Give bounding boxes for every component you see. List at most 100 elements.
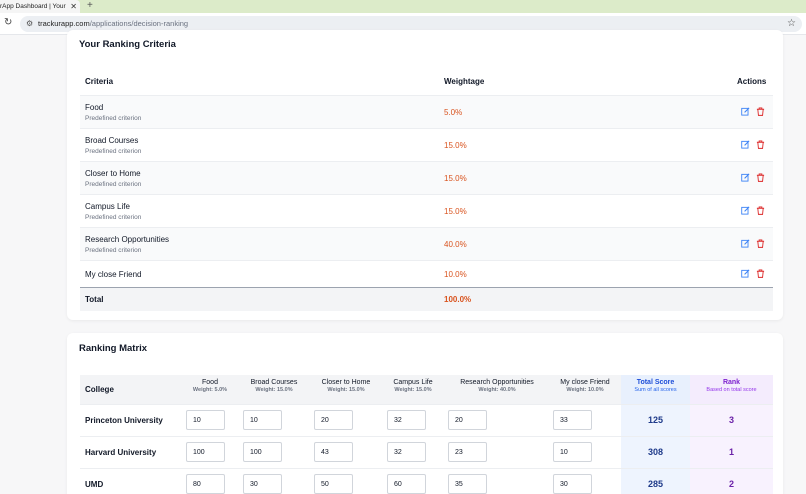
- rank-title: Rank: [722, 379, 741, 386]
- criterion-type: Predefined criterion: [85, 181, 142, 188]
- score-input-close-friend[interactable]: [553, 474, 592, 494]
- column-name: Food: [202, 379, 218, 386]
- score-input-closer-to-home[interactable]: [314, 474, 353, 494]
- delete-icon[interactable]: [756, 173, 765, 182]
- criteria-row: Closer to Home Predefined criterion 15.0…: [80, 161, 773, 194]
- rank-cell: [690, 437, 773, 469]
- criteria-table-header: Criteria Weightage Actions: [80, 71, 773, 95]
- college-name: Princeton University: [85, 416, 163, 425]
- column-name: Closer to Home: [321, 379, 371, 386]
- criteria-header: Criteria: [85, 77, 114, 86]
- close-tab-icon[interactable]: ✕: [70, 2, 77, 11]
- score-input-food[interactable]: [186, 410, 225, 430]
- tab-title: rApp Dashboard | Your C: [0, 3, 67, 10]
- ranking-matrix-card: Ranking Matrix College Food Weight: 5.0%…: [67, 333, 783, 494]
- matrix-column-header: Campus Life Weight: 15.0%: [380, 379, 446, 393]
- delete-icon[interactable]: [756, 206, 765, 215]
- criterion-name: Campus Life: [85, 202, 130, 211]
- matrix-row: Princeton University 125 3: [80, 404, 773, 437]
- criterion-type: Predefined criterion: [85, 148, 142, 155]
- criteria-row: Campus Life Predefined criterion 15.0%: [80, 194, 773, 227]
- score-input-closer-to-home[interactable]: [314, 442, 353, 462]
- criterion-name: Broad Courses: [85, 136, 139, 145]
- ranking-criteria-card: Your Ranking Criteria Criteria Weightage…: [67, 30, 783, 320]
- total-score-title: Total Score: [636, 379, 675, 386]
- criterion-type: Predefined criterion: [85, 214, 142, 221]
- matrix-header-row: College Food Weight: 5.0% Broad Courses …: [80, 375, 773, 404]
- criterion-weight: 10.0%: [444, 270, 467, 279]
- url-text: trackurapp.com/applications/decision-ran…: [38, 16, 188, 32]
- rank-value: 2: [728, 479, 734, 489]
- rank-header: Rank Based on total score: [690, 379, 773, 393]
- rank-subtitle: Based on total score: [706, 387, 757, 393]
- criteria-section-title: Your Ranking Criteria: [79, 39, 176, 50]
- column-weight: Weight: 5.0%: [192, 387, 228, 393]
- total-score-subtitle: Sum of all scores: [634, 387, 677, 393]
- edit-icon[interactable]: [741, 206, 750, 215]
- score-input-broad-courses[interactable]: [243, 474, 282, 494]
- score-input-research[interactable]: [448, 410, 487, 430]
- column-weight: Weight: 15.0%: [327, 387, 365, 393]
- criteria-row: My close Friend 10.0%: [80, 260, 773, 287]
- score-input-food[interactable]: [186, 474, 225, 494]
- total-score-cell: [621, 405, 690, 437]
- delete-icon[interactable]: [756, 239, 765, 248]
- url-field[interactable]: ⚙ trackurapp.com/applications/decision-r…: [20, 16, 802, 32]
- score-input-close-friend[interactable]: [553, 442, 592, 462]
- rank-cell: [690, 469, 773, 494]
- criterion-weight: 40.0%: [444, 240, 467, 249]
- column-weight: Weight: 15.0%: [255, 387, 293, 393]
- total-score: 285: [647, 479, 664, 489]
- criterion-name: Research Opportunities: [85, 235, 170, 244]
- score-input-close-friend[interactable]: [553, 410, 592, 430]
- column-weight: Weight: 10.0%: [566, 387, 604, 393]
- score-input-broad-courses[interactable]: [243, 410, 282, 430]
- score-input-research[interactable]: [448, 474, 487, 494]
- score-input-campus-life[interactable]: [387, 410, 426, 430]
- score-input-campus-life[interactable]: [387, 474, 426, 494]
- delete-icon[interactable]: [756, 140, 765, 149]
- college-name: UMD: [85, 480, 104, 489]
- total-weight: 100.0%: [444, 295, 472, 304]
- edit-icon[interactable]: [741, 173, 750, 182]
- bookmark-star-icon[interactable]: ☆: [787, 18, 796, 29]
- criterion-weight: 15.0%: [444, 174, 467, 183]
- total-score: 125: [647, 415, 664, 425]
- reload-icon[interactable]: ↻: [4, 17, 13, 28]
- url-host: trackurapp.com: [38, 19, 90, 28]
- total-score-cell: [621, 437, 690, 469]
- delete-icon[interactable]: [756, 269, 765, 278]
- criteria-row: Research Opportunities Predefined criter…: [80, 227, 773, 260]
- criterion-name: Food: [85, 103, 104, 112]
- matrix-column-header: Research Opportunities Weight: 40.0%: [447, 379, 547, 393]
- score-input-research[interactable]: [448, 442, 487, 462]
- column-name: My close Friend: [560, 379, 610, 386]
- matrix-column-header: Closer to Home Weight: 15.0%: [309, 379, 383, 393]
- weightage-header: Weightage: [444, 77, 485, 86]
- score-input-food[interactable]: [186, 442, 225, 462]
- rank-value: 1: [728, 447, 734, 457]
- browser-tab[interactable]: rApp Dashboard | Your C ✕: [0, 0, 80, 13]
- delete-icon[interactable]: [756, 107, 765, 116]
- total-score-cell: [621, 469, 690, 494]
- matrix-row: UMD 285 2: [80, 468, 773, 494]
- edit-icon[interactable]: [741, 107, 750, 116]
- score-input-closer-to-home[interactable]: [314, 410, 353, 430]
- site-info-icon[interactable]: ⚙: [26, 19, 34, 28]
- url-path: /applications/decision-ranking: [89, 19, 189, 28]
- edit-icon[interactable]: [741, 269, 750, 278]
- total-label: Total: [85, 295, 104, 304]
- criterion-type: Predefined criterion: [85, 115, 142, 122]
- address-bar: ↻ ⚙ trackurapp.com/applications/decision…: [0, 13, 806, 35]
- new-tab-button[interactable]: +: [87, 0, 93, 11]
- column-name: Campus Life: [393, 379, 433, 386]
- matrix-column-header: Food Weight: 5.0%: [180, 379, 240, 393]
- score-input-campus-life[interactable]: [387, 442, 426, 462]
- edit-icon[interactable]: [741, 239, 750, 248]
- browser-tab-bar: rApp Dashboard | Your C ✕ +: [0, 0, 806, 13]
- edit-icon[interactable]: [741, 140, 750, 149]
- criteria-total-row: Total 100.0%: [80, 287, 773, 311]
- score-input-broad-courses[interactable]: [243, 442, 282, 462]
- criterion-name: Closer to Home: [85, 169, 141, 178]
- matrix-column-header: My close Friend Weight: 10.0%: [550, 379, 620, 393]
